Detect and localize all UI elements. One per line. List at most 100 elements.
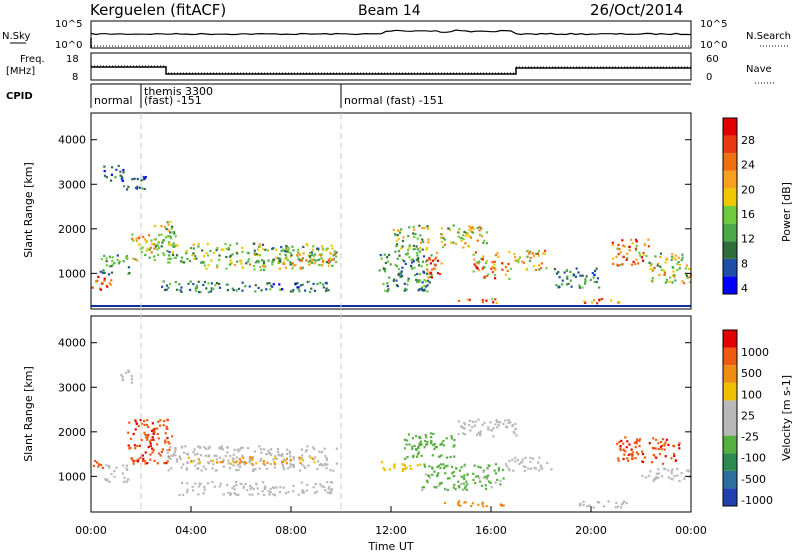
heatmap-cell	[127, 369, 130, 372]
heatmap-cell	[471, 426, 474, 429]
heatmap-cell	[489, 421, 492, 424]
heatmap-cell	[274, 456, 277, 459]
heatmap-cell	[301, 490, 304, 494]
heatmap-cell	[396, 257, 399, 260]
heatmap-cell	[637, 262, 640, 265]
heatmap-cell	[198, 482, 201, 485]
heatmap-cell	[468, 228, 471, 232]
heatmap-cell	[641, 453, 645, 456]
heatmap-cell	[133, 177, 136, 180]
heatmap-cell	[622, 457, 625, 461]
heatmap-cell	[514, 428, 518, 431]
heatmap-cell	[408, 246, 411, 249]
heatmap-cell	[181, 445, 184, 448]
heatmap-cell	[394, 233, 397, 236]
freq-trace	[91, 66, 691, 75]
heatmap-cell	[424, 434, 427, 437]
heatmap-cell	[125, 371, 128, 374]
heatmap-cell	[625, 252, 629, 255]
heatmap-cell	[416, 281, 419, 284]
colorbar-cell	[723, 435, 737, 454]
heatmap-cell	[638, 438, 642, 441]
heatmap-cell	[660, 268, 663, 271]
heatmap-cell	[439, 443, 442, 446]
heatmap-cell	[194, 464, 197, 467]
heatmap-cell	[164, 288, 167, 292]
heatmap-cell	[483, 476, 486, 479]
heatmap-cell	[416, 453, 420, 456]
heatmap-cell	[426, 479, 429, 482]
heatmap-cell	[468, 225, 471, 228]
heatmap-cell	[457, 299, 461, 302]
heatmap-cell	[642, 252, 645, 255]
heatmap-cell	[476, 239, 479, 242]
heatmap-cell	[482, 470, 485, 474]
heatmap-cell	[179, 289, 182, 292]
heatmap-cell	[252, 469, 255, 472]
heatmap-cell	[145, 241, 148, 244]
heatmap-cell	[235, 456, 239, 459]
heatmap-cell	[379, 254, 382, 257]
heatmap-cell	[247, 447, 250, 450]
heatmap-cell	[437, 464, 440, 467]
heatmap-cell	[329, 481, 332, 484]
heatmap-cell	[550, 468, 553, 471]
heatmap-cell	[136, 185, 139, 188]
cpid-panel: CPID normal themis 3300 (fast) -151 norm…	[6, 83, 691, 108]
heatmap-cell	[233, 492, 236, 495]
heatmap-cell	[278, 283, 281, 286]
heatmap-cell	[444, 472, 447, 475]
heatmap-cell	[283, 250, 286, 253]
heatmap-cell	[276, 448, 279, 451]
heatmap-cell	[207, 264, 210, 267]
heatmap-cell	[469, 236, 473, 239]
heatmap-cell	[302, 491, 305, 494]
heatmap-cell	[480, 257, 483, 260]
heatmap-cell	[331, 264, 334, 267]
cpid-mode-2: normal (fast) -151	[344, 94, 444, 107]
heatmap-cell	[665, 279, 669, 283]
power-bg	[91, 113, 691, 309]
heatmap-cell	[171, 244, 174, 247]
heatmap-cell	[300, 259, 303, 262]
heatmap-cell	[507, 467, 510, 470]
heatmap-cell	[169, 257, 172, 260]
heatmap-cell	[497, 421, 500, 424]
heatmap-cell	[542, 252, 545, 255]
heatmap-cell	[442, 440, 445, 443]
heatmap-cell	[671, 256, 674, 259]
heatmap-cell	[400, 228, 403, 231]
heatmap-cell	[622, 442, 625, 445]
heatmap-cell	[446, 456, 449, 459]
heatmap-cell	[270, 448, 273, 451]
heatmap-cell	[480, 227, 483, 230]
heatmap-cell	[485, 487, 488, 490]
heatmap-cell	[435, 486, 438, 489]
heatmap-cell	[419, 443, 422, 446]
heatmap-cell	[426, 227, 430, 230]
colorbar-cell	[723, 276, 737, 294]
heatmap-cell	[240, 483, 243, 486]
heatmap-cell	[255, 462, 258, 465]
heatmap-cell	[297, 286, 300, 289]
heatmap-cell	[108, 255, 111, 258]
heatmap-cell	[166, 418, 169, 421]
heatmap-cell	[236, 252, 239, 255]
heatmap-cell	[132, 432, 135, 436]
heatmap-cell	[482, 242, 485, 245]
heatmap-cell	[140, 250, 143, 253]
heatmap-cell	[541, 467, 544, 470]
heatmap-cell	[558, 276, 561, 279]
heatmap-cell	[625, 446, 628, 449]
heatmap-cell	[143, 188, 146, 191]
xtick-label: 16:00	[475, 524, 507, 537]
heatmap-cell	[572, 273, 576, 276]
heatmap-cell	[419, 463, 422, 466]
heatmap-cell	[238, 458, 241, 461]
heatmap-cell	[543, 252, 546, 255]
heatmap-cell	[635, 238, 638, 241]
heatmap-cell	[673, 454, 676, 457]
heatmap-cell	[442, 463, 445, 466]
heatmap-cell	[669, 276, 672, 279]
heatmap-cell	[496, 252, 499, 255]
